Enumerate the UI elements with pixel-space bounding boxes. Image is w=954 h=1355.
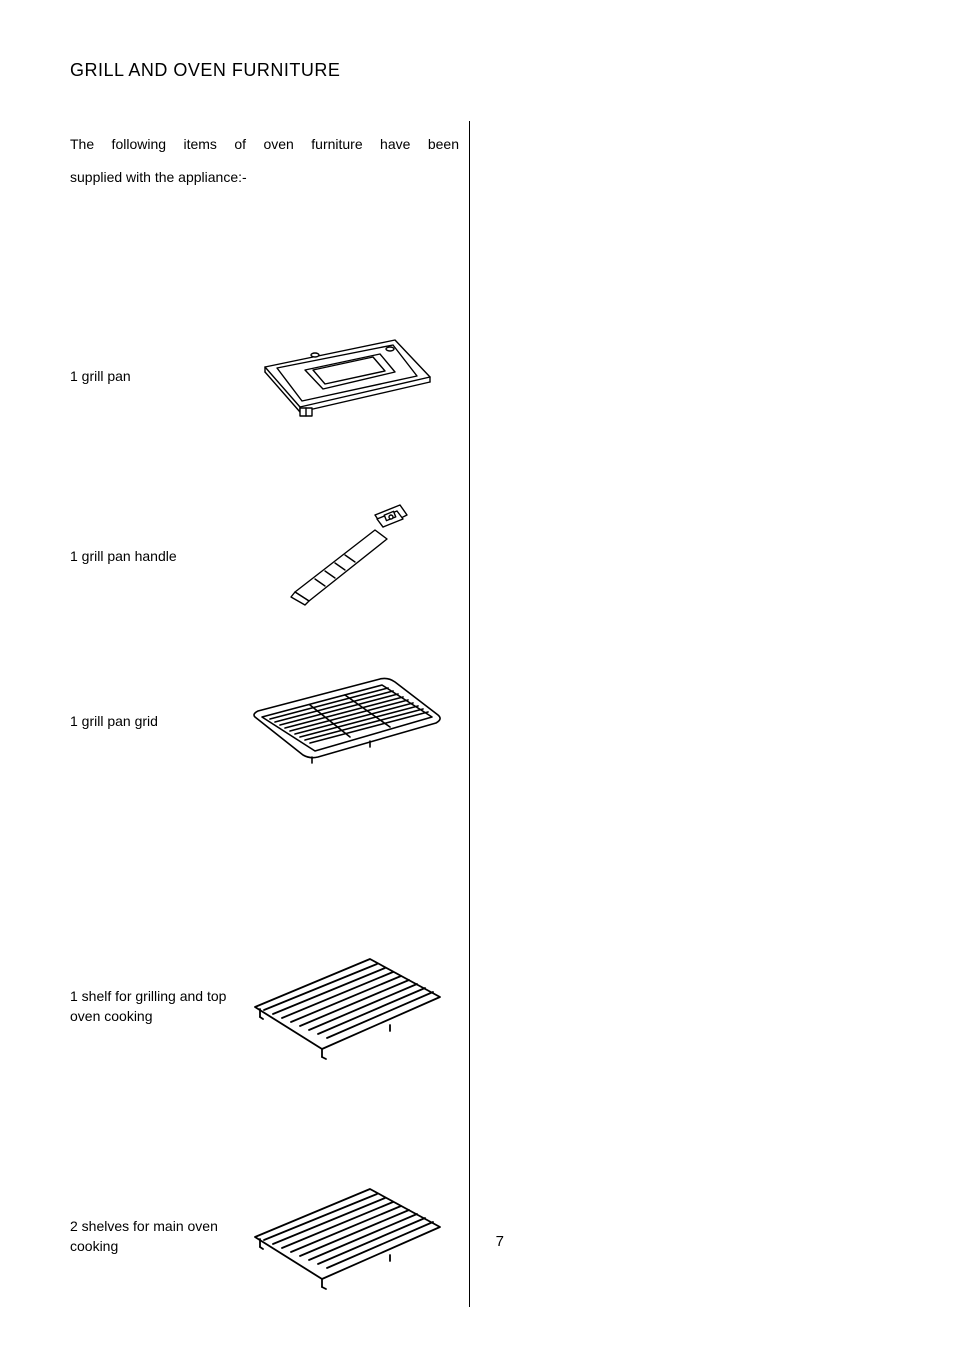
item-label: 1 grill pan <box>70 367 230 387</box>
item-label: 1 grill pan grid <box>70 712 230 732</box>
item-row-grill-pan-handle: 1 grill pan handle <box>70 492 459 622</box>
intro-line-2: supplied with the appliance:- <box>70 168 459 187</box>
oven-shelf-icon <box>230 1177 459 1297</box>
grill-pan-grid-icon <box>230 667 459 777</box>
left-column: The following items of oven furniture ha… <box>70 121 470 1307</box>
item-row-shelf-grilling: 1 shelf for grilling and top oven cookin… <box>70 937 459 1077</box>
grill-pan-handle-icon <box>230 497 459 617</box>
page: GRILL AND OVEN FURNITURE The following i… <box>0 0 954 1355</box>
columns: The following items of oven furniture ha… <box>70 121 889 1307</box>
item-row-grill-pan-grid: 1 grill pan grid <box>70 662 459 782</box>
intro-line-1: The following items of oven furniture ha… <box>70 135 459 154</box>
item-row-grill-pan: 1 grill pan <box>70 307 459 447</box>
oven-shelf-icon <box>230 947 459 1067</box>
item-label: 2 shelves for main oven cooking <box>70 1217 230 1256</box>
page-title: GRILL AND OVEN FURNITURE <box>70 60 889 81</box>
item-label: 1 grill pan handle <box>70 547 230 567</box>
item-label: 1 shelf for grilling and top oven cookin… <box>70 987 230 1026</box>
page-number: 7 <box>496 1233 504 1250</box>
grill-pan-icon <box>230 322 459 432</box>
item-row-shelves-main: 2 shelves for main oven cooking <box>70 1167 459 1307</box>
